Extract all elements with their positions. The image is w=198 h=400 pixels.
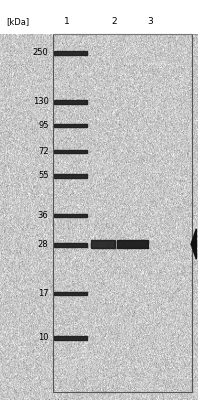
Bar [54, 174, 87, 178]
Bar [54, 150, 87, 153]
Text: 17: 17 [38, 289, 49, 298]
Bar [53, 34, 192, 392]
Bar [91, 240, 115, 248]
Bar [54, 336, 87, 340]
Text: 55: 55 [38, 172, 49, 180]
Text: 72: 72 [38, 147, 49, 156]
Text: 2: 2 [111, 18, 117, 26]
Text: 95: 95 [38, 121, 49, 130]
Text: 1: 1 [63, 18, 69, 26]
Bar [54, 124, 87, 127]
Bar [117, 240, 148, 248]
Text: 3: 3 [148, 18, 153, 26]
Bar [54, 51, 87, 55]
Text: 130: 130 [33, 98, 49, 106]
Text: 250: 250 [33, 48, 49, 57]
Bar [54, 214, 87, 217]
Text: 28: 28 [38, 240, 49, 249]
Text: 10: 10 [38, 334, 49, 342]
Bar [54, 292, 87, 295]
Text: 36: 36 [38, 211, 49, 220]
Text: [kDa]: [kDa] [6, 18, 29, 26]
Bar [54, 243, 87, 247]
Bar [0, 0, 198, 34]
Polygon shape [191, 229, 196, 259]
Bar [54, 100, 87, 104]
